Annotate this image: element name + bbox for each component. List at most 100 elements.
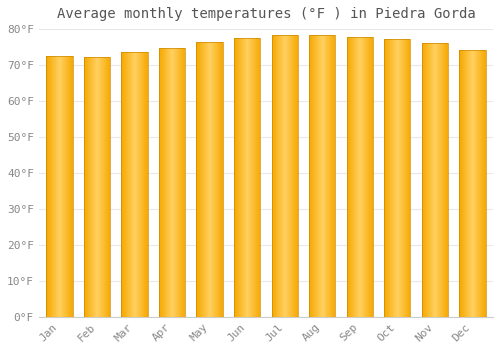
- Bar: [366, 37, 367, 317]
- Bar: [282, 35, 284, 317]
- Bar: [368, 37, 369, 317]
- Bar: [103, 57, 104, 317]
- Bar: [312, 35, 313, 317]
- Bar: [234, 38, 260, 317]
- Bar: [284, 35, 286, 317]
- Bar: [472, 50, 473, 317]
- Bar: [327, 35, 328, 317]
- Bar: [163, 48, 164, 317]
- Bar: [101, 57, 102, 317]
- Bar: [206, 42, 207, 317]
- Bar: [51, 56, 52, 317]
- Bar: [288, 35, 290, 317]
- Bar: [482, 50, 483, 317]
- Bar: [398, 39, 400, 317]
- Bar: [137, 52, 138, 317]
- Bar: [442, 43, 443, 317]
- Bar: [476, 50, 477, 317]
- Bar: [436, 43, 437, 317]
- Bar: [46, 56, 47, 317]
- Bar: [434, 43, 435, 317]
- Bar: [171, 48, 172, 317]
- Bar: [87, 57, 88, 317]
- Bar: [211, 42, 212, 317]
- Bar: [170, 48, 171, 317]
- Bar: [329, 35, 330, 317]
- Bar: [290, 35, 292, 317]
- Bar: [68, 56, 70, 317]
- Bar: [294, 35, 295, 317]
- Bar: [56, 56, 57, 317]
- Bar: [84, 57, 85, 317]
- Bar: [433, 43, 434, 317]
- Bar: [98, 57, 99, 317]
- Bar: [404, 39, 405, 317]
- Bar: [247, 38, 248, 317]
- Bar: [478, 50, 479, 317]
- Bar: [178, 48, 180, 317]
- Bar: [60, 56, 61, 317]
- Bar: [463, 50, 464, 317]
- Bar: [425, 43, 426, 317]
- Bar: [253, 38, 254, 317]
- Bar: [219, 42, 220, 317]
- Bar: [468, 50, 469, 317]
- Bar: [140, 52, 141, 317]
- Bar: [144, 52, 145, 317]
- Bar: [107, 57, 108, 317]
- Bar: [460, 50, 485, 317]
- Bar: [62, 56, 64, 317]
- Bar: [142, 52, 143, 317]
- Bar: [474, 50, 475, 317]
- Bar: [369, 37, 370, 317]
- Title: Average monthly temperatures (°F ) in Piedra Gorda: Average monthly temperatures (°F ) in Pi…: [56, 7, 476, 21]
- Bar: [214, 42, 215, 317]
- Bar: [66, 56, 68, 317]
- Bar: [133, 52, 134, 317]
- Bar: [49, 56, 50, 317]
- Bar: [93, 57, 94, 317]
- Bar: [273, 35, 274, 317]
- Bar: [359, 37, 360, 317]
- Bar: [311, 35, 312, 317]
- Bar: [480, 50, 481, 317]
- Bar: [460, 50, 461, 317]
- Bar: [443, 43, 444, 317]
- Bar: [141, 52, 142, 317]
- Bar: [48, 56, 49, 317]
- Bar: [461, 50, 462, 317]
- Bar: [330, 35, 331, 317]
- Bar: [481, 50, 482, 317]
- Bar: [371, 37, 372, 317]
- Bar: [286, 35, 288, 317]
- Bar: [59, 56, 60, 317]
- Bar: [91, 57, 92, 317]
- Bar: [465, 50, 466, 317]
- Bar: [252, 38, 253, 317]
- Bar: [234, 38, 236, 317]
- Bar: [310, 35, 311, 317]
- Bar: [280, 35, 281, 317]
- Bar: [109, 57, 110, 317]
- Bar: [385, 39, 386, 317]
- Bar: [331, 35, 332, 317]
- Bar: [409, 39, 410, 317]
- Bar: [479, 50, 480, 317]
- Bar: [196, 42, 223, 317]
- Bar: [220, 42, 221, 317]
- Bar: [201, 42, 202, 317]
- Bar: [53, 56, 54, 317]
- Bar: [315, 35, 316, 317]
- Bar: [389, 39, 390, 317]
- Bar: [57, 56, 58, 317]
- Bar: [165, 48, 166, 317]
- Bar: [429, 43, 430, 317]
- Bar: [328, 35, 329, 317]
- Bar: [388, 39, 389, 317]
- Bar: [95, 57, 96, 317]
- Bar: [184, 48, 185, 317]
- Bar: [370, 37, 371, 317]
- Bar: [160, 48, 161, 317]
- Bar: [200, 42, 201, 317]
- Bar: [384, 39, 410, 317]
